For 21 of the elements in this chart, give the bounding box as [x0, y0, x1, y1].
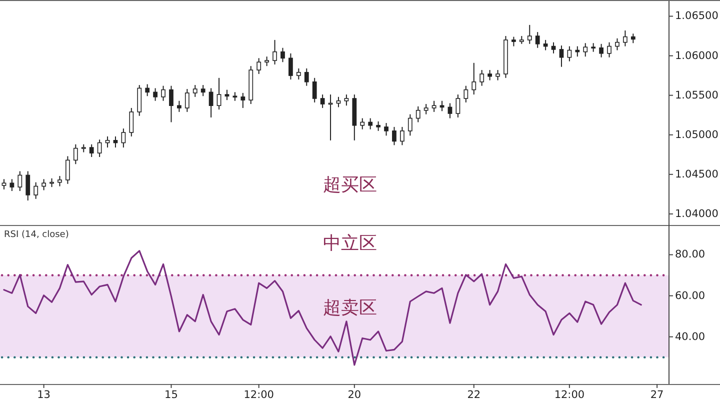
- y-tick-label: 1.06500: [675, 10, 718, 22]
- x-tick-label: 27: [650, 389, 664, 401]
- y-tick-label: 1.05500: [675, 89, 718, 102]
- y-tick-label: 80.00: [675, 248, 706, 261]
- x-tick-label: 13: [37, 389, 50, 401]
- line-series: [3, 250, 642, 366]
- x-tick-label: 22: [467, 389, 481, 401]
- x-tick-label: 12:00: [554, 389, 585, 401]
- x-tick-label: 15: [164, 389, 178, 401]
- annotation: 中立区: [323, 232, 377, 254]
- y-tick-label: 40.00: [675, 330, 706, 343]
- y-tick-label: 1.05000: [675, 128, 718, 141]
- annotation: 超买区: [323, 174, 377, 196]
- y-tick-label: 1.04000: [675, 208, 718, 220]
- annotation: 超卖区: [323, 298, 377, 319]
- x-tick-label: 12:00: [244, 389, 274, 401]
- y-tick-label: 1.04500: [675, 168, 718, 180]
- y-tick-label: 60.00: [675, 290, 706, 302]
- x-tick-label: 20: [348, 389, 362, 401]
- text: RSI (14, close): [4, 230, 69, 240]
- y-tick-label: 1.06000: [675, 50, 718, 62]
